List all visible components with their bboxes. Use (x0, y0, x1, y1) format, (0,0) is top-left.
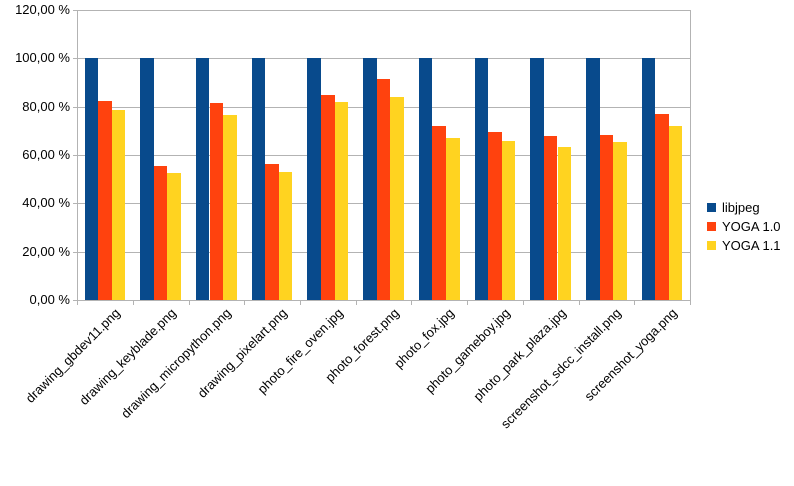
legend-swatch-icon (707, 222, 716, 231)
y-axis-tick (73, 10, 77, 11)
legend-item-yoga-1-1: YOGA 1.1 (707, 236, 781, 255)
legend-swatch-icon (707, 203, 716, 212)
legend-label: YOGA 1.0 (722, 218, 781, 234)
bar-libjpeg (307, 58, 321, 300)
x-axis-tick (244, 301, 246, 305)
x-axis-tick (634, 301, 636, 305)
legend: libjpeg YOGA 1.0 YOGA 1.1 (707, 198, 781, 255)
x-axis-tick (188, 301, 190, 305)
bar-yoga-1-1 (501, 140, 516, 300)
bar-yoga-1-1 (334, 101, 349, 300)
bar-yoga-1-1 (167, 173, 181, 300)
y-tick-label: 0,00 % (29, 292, 70, 307)
bar-yoga-1-0 (655, 113, 669, 300)
bar-yoga-1-0 (376, 78, 391, 300)
legend-swatch-icon (707, 241, 716, 250)
legend-item-libjpeg: libjpeg (707, 198, 781, 217)
legend-item-yoga-1-0: YOGA 1.0 (707, 217, 781, 236)
y-tick-label: 60,00 % (22, 147, 70, 162)
y-tick-label: 40,00 % (22, 195, 70, 211)
bar-libjpeg (140, 58, 154, 300)
legend-label: YOGA 1.1 (722, 237, 781, 253)
gridline (77, 10, 690, 11)
bar-libjpeg (251, 58, 266, 300)
bar-yoga-1-0 (599, 134, 614, 300)
x-axis-tick (411, 301, 413, 305)
bar-yoga-1-1 (446, 138, 460, 300)
y-axis (77, 10, 78, 301)
bar-yoga-1-1 (668, 126, 683, 300)
bar-yoga-1-1 (557, 146, 572, 300)
y-axis-tick (73, 251, 77, 253)
bar-yoga-1-0 (488, 132, 502, 300)
bar-yoga-1-0 (543, 135, 558, 300)
bar-libjpeg (418, 58, 433, 300)
y-axis-tick (73, 203, 77, 205)
y-axis-tick (73, 106, 77, 108)
bar-yoga-1-0 (265, 163, 279, 300)
bar-libjpeg (84, 58, 99, 300)
gridline (77, 58, 690, 60)
legend-label: libjpeg (722, 199, 760, 215)
bar-yoga-1-0 (432, 126, 446, 300)
bar-libjpeg (363, 58, 377, 300)
y-tick-label: 20,00 % (22, 243, 70, 259)
y-tick-label: 120,00 % (15, 2, 70, 17)
bar-libjpeg (195, 58, 210, 300)
bar-yoga-1-1 (111, 110, 126, 300)
x-axis-tick (467, 301, 469, 305)
x-axis (74, 300, 691, 301)
bar-yoga-1-0 (209, 103, 224, 300)
y-tick-label: 80,00 % (22, 98, 70, 114)
bar-yoga-1-1 (278, 171, 293, 300)
x-axis-tick (522, 301, 524, 305)
bar-libjpeg (586, 58, 600, 300)
bar-yoga-1-0 (321, 94, 335, 300)
bar-yoga-1-0 (98, 100, 112, 300)
bar-libjpeg (530, 58, 544, 300)
bar-chart: libjpeg YOGA 1.0 YOGA 1.1 0,00 % 20,00 % 40,… (15, 2, 781, 432)
plot-area (77, 10, 691, 300)
y-axis-tick (73, 155, 77, 156)
bar-yoga-1-1 (390, 97, 404, 300)
bar-libjpeg (641, 58, 656, 300)
bar-yoga-1-1 (223, 115, 237, 300)
y-tick-label: 100,00 % (15, 50, 70, 66)
x-axis-tick (578, 301, 580, 305)
x-axis-tick (132, 301, 134, 305)
x-axis-tick (299, 301, 301, 305)
x-axis-tick (690, 301, 691, 305)
bar-yoga-1-1 (613, 141, 627, 300)
x-axis-tick (77, 301, 78, 305)
bar-libjpeg (474, 58, 489, 300)
x-axis-tick (355, 301, 357, 305)
bar-yoga-1-0 (153, 165, 168, 300)
chart-screenshot: { "chart_data": { "type": "bar", "title"… (15, 2, 781, 432)
y-axis-tick (73, 300, 77, 301)
y-axis-tick (73, 58, 77, 60)
